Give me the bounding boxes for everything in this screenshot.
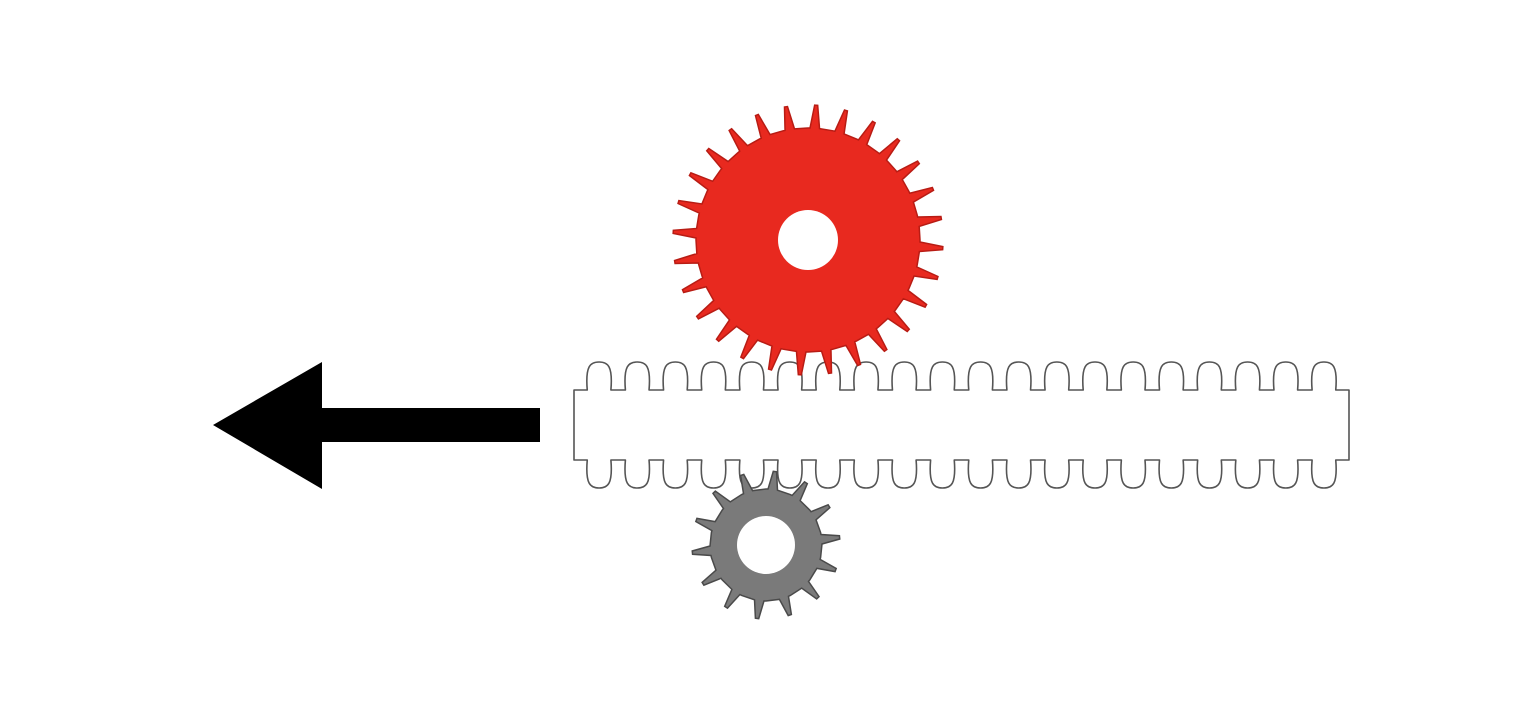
left-arrow-icon — [213, 362, 540, 489]
large-gear-hub-hole — [778, 210, 838, 270]
gear-rack — [573, 361, 1350, 489]
small-gear-hub-hole — [737, 516, 795, 574]
large-red-gear — [672, 104, 944, 376]
small-grey-gear — [691, 470, 841, 620]
